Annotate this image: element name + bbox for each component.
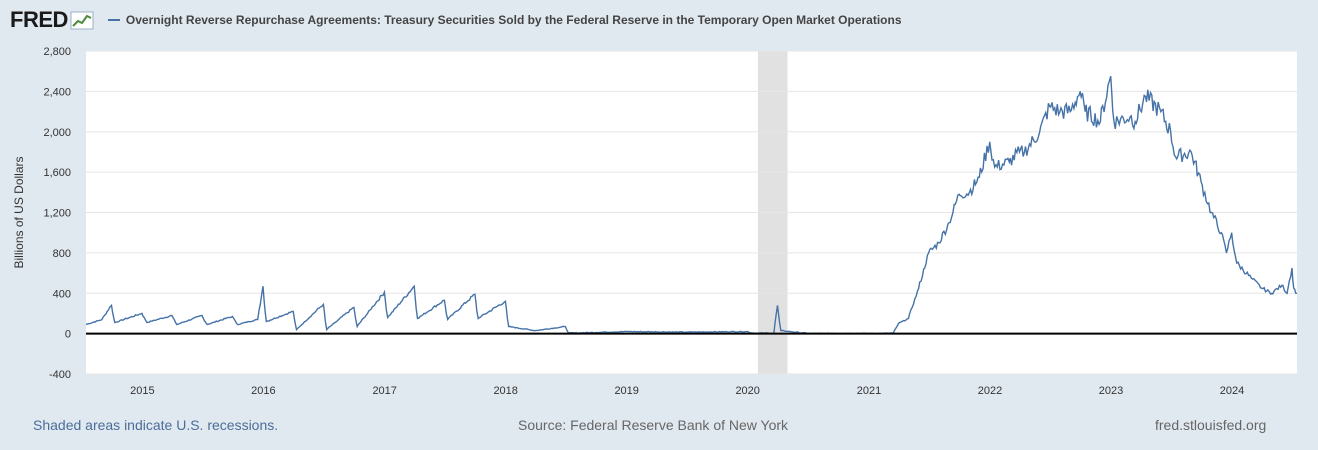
- x-tick-label: 2017: [372, 385, 396, 397]
- site-link[interactable]: fred.stlouisfed.org: [1155, 417, 1267, 433]
- y-tick-label: -400: [49, 369, 71, 381]
- y-tick-label: 2,000: [43, 127, 71, 139]
- x-tick-label: 2019: [614, 385, 638, 397]
- y-tick-label: 1,200: [43, 208, 71, 220]
- y-tick-label: 2,400: [43, 86, 71, 98]
- x-tick-label: 2018: [493, 385, 517, 397]
- x-tick-label: 2022: [978, 385, 1002, 397]
- fred-logo[interactable]: FRED: [10, 7, 68, 32]
- y-tick-label: 400: [53, 288, 71, 300]
- y-axis-label: Billions of US Dollars: [12, 156, 26, 268]
- x-tick-label: 2024: [1220, 385, 1244, 397]
- chart-header: FRED Overnight Reverse Repurchase Agreem…: [10, 6, 902, 34]
- y-tick-label: 800: [53, 248, 71, 260]
- legend-label: Overnight Reverse Repurchase Agreements:…: [125, 13, 902, 27]
- y-tick-label: 1,600: [43, 167, 71, 179]
- series-line: [85, 76, 1298, 335]
- x-tick-label: 2016: [251, 385, 275, 397]
- x-tick-label: 2021: [857, 385, 881, 397]
- recession-note: Shaded areas indicate U.S. recessions.: [33, 417, 279, 433]
- legend-swatch: [107, 19, 120, 21]
- source-text: Source: Federal Reserve Bank of New York: [518, 417, 789, 433]
- fred-graph-logo-icon: [70, 11, 94, 30]
- x-tick-label: 2015: [130, 385, 154, 397]
- y-tick-label: 0: [65, 329, 71, 341]
- x-tick-label: 2023: [1099, 385, 1123, 397]
- y-tick-label: 2,800: [43, 46, 71, 58]
- legend: Overnight Reverse Repurchase Agreements:…: [107, 13, 902, 27]
- chart-area[interactable]: -400 0 400 800 1,200 1,600 2,000 2,400 2,800 2015…: [0, 0, 1318, 410]
- x-tick-label: 2020: [735, 385, 759, 397]
